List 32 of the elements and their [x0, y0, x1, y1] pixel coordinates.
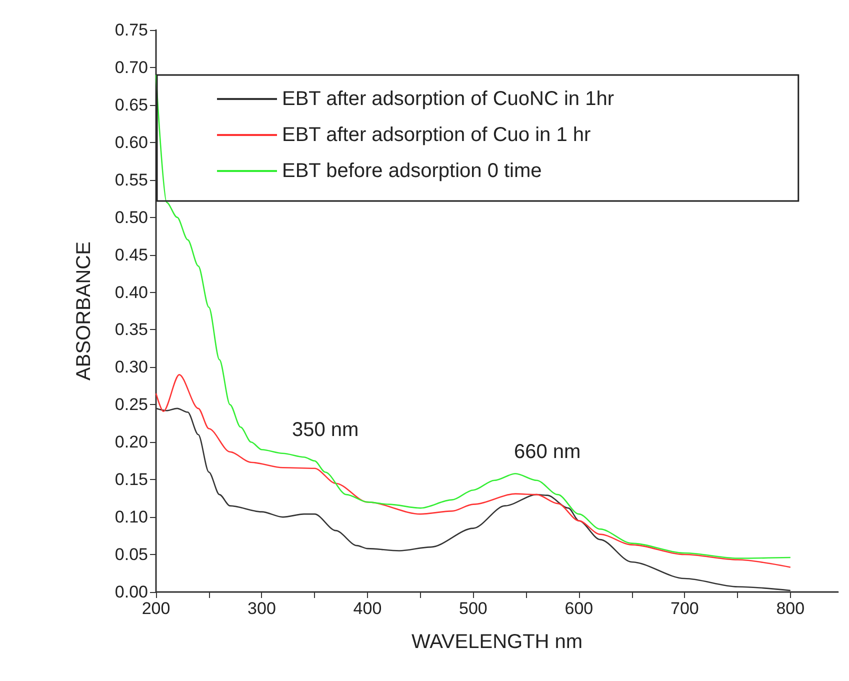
y-tick-label: 0.65: [114, 95, 148, 114]
x-tick-label: 200: [142, 599, 170, 618]
y-tick-label: 0.50: [114, 208, 148, 227]
y-tick-label: 0.20: [114, 432, 148, 452]
x-tick-label: 800: [776, 599, 805, 618]
y-tick-label: 0.45: [114, 245, 148, 264]
y-axis-title: ABSORBANCE: [73, 242, 95, 380]
y-tick-label: 0.15: [114, 470, 148, 490]
x-tick-label: 400: [353, 599, 382, 618]
line-series: [155, 74, 792, 559]
y-tick-label: 0.40: [114, 282, 148, 302]
x-tick-label: 300: [248, 599, 276, 618]
y-tick-label: 0.30: [114, 358, 148, 377]
y-tick-label: 0.70: [114, 58, 148, 77]
y-tick-label: 0.55: [114, 170, 148, 190]
y-tick-label: 0.35: [114, 320, 148, 340]
annotation: 660 nm: [514, 441, 581, 463]
line-series: [155, 374, 792, 568]
x-tick-label: 500: [459, 599, 488, 618]
y-tick-label: 0.25: [114, 395, 148, 414]
legend-label: EBT before adsorption 0 time: [282, 160, 542, 182]
legend-label: EBT after adsorption of Cuo in 1 hr: [282, 124, 592, 146]
legend-label: EBT after adsorption of CuoNC in 1hr: [282, 88, 614, 110]
x-axis-title: WAVELENGTH nm: [411, 631, 583, 653]
annotation: 350 nm: [292, 419, 359, 441]
y-tick-label: 0.00: [114, 582, 148, 602]
x-tick-label: 600: [564, 599, 594, 618]
y-tick-label: 0.05: [114, 545, 148, 564]
y-tick-label: 0.75: [114, 20, 148, 40]
y-tick-label: 0.10: [114, 508, 148, 527]
x-tick-label: 700: [670, 599, 699, 618]
y-tick-label: 0.60: [114, 132, 148, 152]
